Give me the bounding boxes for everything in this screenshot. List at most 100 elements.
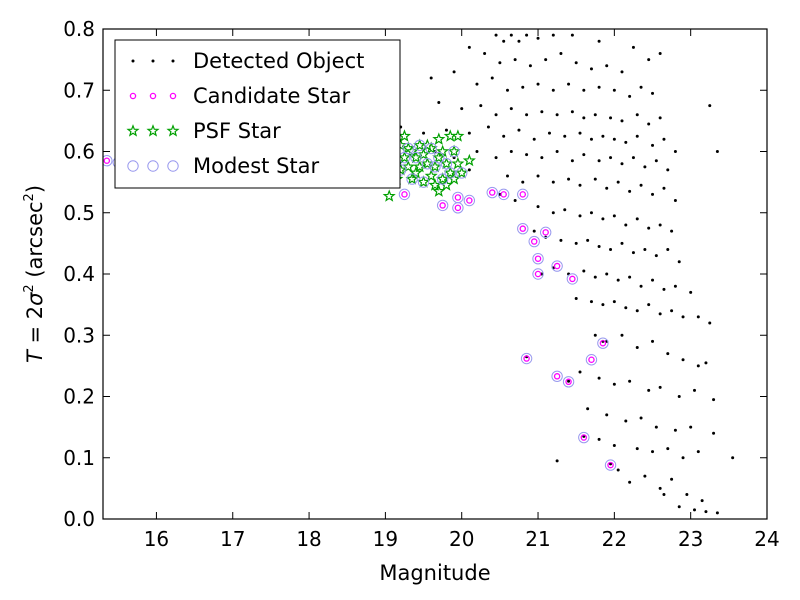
detected-object-point [532,137,536,141]
detected-object-point [654,425,658,429]
legend-marker [149,92,157,100]
series-modest-star [103,139,617,471]
x-tick-label: 19 [373,527,398,551]
detected-object-point [635,447,639,451]
psf-star-point [382,189,396,202]
x-axis-label: Magnitude [379,561,490,585]
detected-object-point [551,211,555,215]
detected-object-point [651,143,655,147]
detected-object-point [643,165,647,169]
psf-star-point [447,144,461,158]
psf-star-point [424,169,438,182]
detected-object-point [559,52,563,55]
detected-object-point [612,300,616,304]
detected-object-point [670,229,674,233]
modest-star-point [456,167,468,179]
candidate-star-point [523,355,530,362]
detected-object-point [612,137,616,141]
detected-object-point [597,159,601,163]
psf-star-point [428,159,442,173]
detected-object-point [612,214,616,218]
candidate-star-point [553,373,561,380]
detected-object-point [605,413,609,417]
modest-star-point [398,188,411,201]
candidate-star-point [534,255,542,262]
detected-object-point [677,395,681,398]
legend-marker [151,59,155,63]
detected-object-point [696,364,700,368]
psf-star-point [428,178,442,191]
legend-item-modest-star: Modest Star [127,154,319,178]
detected-object-point [639,183,643,187]
detected-object-point [681,358,685,362]
modest-star-point [452,191,464,204]
x-tick-label: 21 [525,527,550,551]
x-tick-label: 17 [220,527,245,551]
detected-object-point [651,91,655,95]
detected-object-point [628,275,632,279]
detected-object-point [570,159,574,163]
modest-star-point [528,235,540,248]
detected-object-point [578,370,582,374]
y-axis-label: T = 2σ2 (arcsec2) [22,185,47,363]
modest-star-point [421,158,434,170]
detected-object-point [460,107,464,111]
detected-object-point [574,241,578,245]
detected-object-point [658,486,662,490]
y-tick-label: 0.7 [63,78,95,102]
detected-object-point [605,272,609,276]
detected-object-point [677,260,681,264]
detected-object-point [647,388,651,392]
detected-object-point [673,150,677,153]
detected-object-point [651,339,655,343]
detected-object-point [567,177,571,181]
detected-object-point [628,189,632,193]
legend-item-candidate-star: Candidate Star [129,84,350,108]
detected-object-point [551,88,555,92]
detected-object-point [666,447,670,451]
detected-object-point [513,199,517,202]
detected-object-point [628,94,632,98]
y-tick-label: 0.3 [63,323,95,347]
legend-marker [166,124,180,137]
detected-object-point [521,180,525,184]
modest-star-point [436,199,449,212]
y-axis-label-exp: 2 [22,284,37,292]
x-tick-label: 16 [144,527,169,551]
detected-object-point [673,199,677,202]
detected-object-point [715,150,719,153]
points-layer [103,33,735,515]
modest-star-point [532,268,544,280]
detected-object-point [540,156,544,160]
detected-object-point [532,229,536,233]
y-axis-label-unit-exp: 2 [22,193,37,201]
psf-star-point [447,172,461,185]
detected-object-point [631,45,635,49]
detected-object-point [536,205,540,209]
detected-object-point [605,186,609,190]
detected-object-point [685,493,689,496]
detected-object-point [582,269,586,273]
detected-object-point [574,297,578,300]
detected-object-point [475,150,479,153]
detected-object-point [673,428,677,432]
psf-star-point [443,166,457,179]
detected-object-point [597,376,601,380]
detected-object-point [616,278,620,282]
psf-star-point [432,184,446,197]
detected-object-point [647,58,651,62]
detected-object-point [601,303,605,307]
legend-marker [126,124,140,137]
detected-object-point [704,361,708,365]
detected-object-point [681,456,685,460]
detected-object-point [589,67,593,71]
detected-object-point [475,82,479,86]
psf-star-point [405,172,419,185]
legend-marker [129,92,137,100]
detected-object-point [467,45,471,49]
candidate-star-point [599,339,607,347]
series-detected-object [391,33,735,515]
detected-object-point [578,131,582,135]
detected-object-point [624,140,628,144]
